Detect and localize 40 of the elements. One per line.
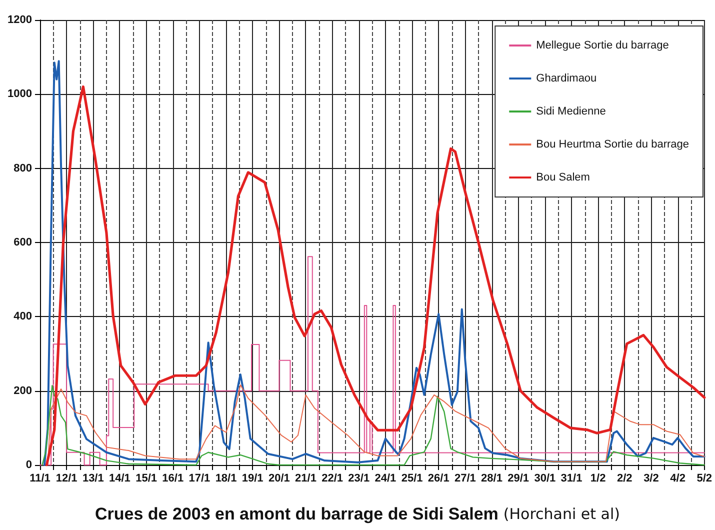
legend-label: Ghardimaou xyxy=(536,72,597,84)
x-tick-label: 1/2 xyxy=(590,472,606,484)
x-tick-label: 15/1 xyxy=(136,472,158,484)
y-tick-label: 0 xyxy=(26,459,32,471)
x-tick-label: 18/1 xyxy=(215,472,237,484)
x-tick-label: 23/1 xyxy=(348,472,370,484)
x-tick-label: 28/1 xyxy=(481,472,502,484)
y-tick-label: 1000 xyxy=(8,88,32,100)
legend-label: Mellegue Sortie du barrage xyxy=(536,40,669,52)
text: (Horchani et al) xyxy=(503,505,620,523)
legend-label: Sidi Medienne xyxy=(536,106,606,118)
x-tick-label: 25/1 xyxy=(401,472,423,484)
x-tick-label: 13/1 xyxy=(82,472,104,484)
legend-label: Bou Salem xyxy=(536,172,590,184)
x-tick-label: 14/1 xyxy=(109,472,130,484)
text: Crues de 2003 en amont du barrage de Sidi Salem xyxy=(94,504,498,524)
x-tick-label: 27/1 xyxy=(454,472,476,484)
x-tick-label: 20/1 xyxy=(268,472,290,484)
x-tick-label: 5/2 xyxy=(696,472,712,484)
x-tick-label: 16/1 xyxy=(162,472,184,484)
x-tick-label: 26/1 xyxy=(428,472,450,484)
y-tick-label: 200 xyxy=(14,384,32,397)
x-tick-label: 12/1 xyxy=(56,472,78,484)
x-tick-label: 17/1 xyxy=(188,472,210,484)
x-tick-label: 21/1 xyxy=(295,472,316,484)
legend-label: Bou Heurtma Sortie du barrage xyxy=(536,138,690,150)
x-tick-label: 11/1 xyxy=(30,472,50,484)
y-tick-label: 400 xyxy=(14,310,32,323)
x-tick-label: 24/1 xyxy=(374,472,396,484)
x-tick-label: 2/2 xyxy=(616,472,632,484)
y-tick-label: 800 xyxy=(14,162,32,174)
x-tick-label: 4/2 xyxy=(670,472,686,484)
x-tick-label: 30/1 xyxy=(534,472,556,484)
x-tick-label: 31/1 xyxy=(560,472,582,484)
x-tick-label: 22/1 xyxy=(322,472,344,484)
x-tick-label: 19/1 xyxy=(242,472,264,484)
y-tick-label: 600 xyxy=(14,236,32,248)
x-tick-label: 29/1 xyxy=(508,472,530,484)
y-tick-label: 1200 xyxy=(8,14,32,26)
x-tick-label: 3/2 xyxy=(644,472,659,484)
